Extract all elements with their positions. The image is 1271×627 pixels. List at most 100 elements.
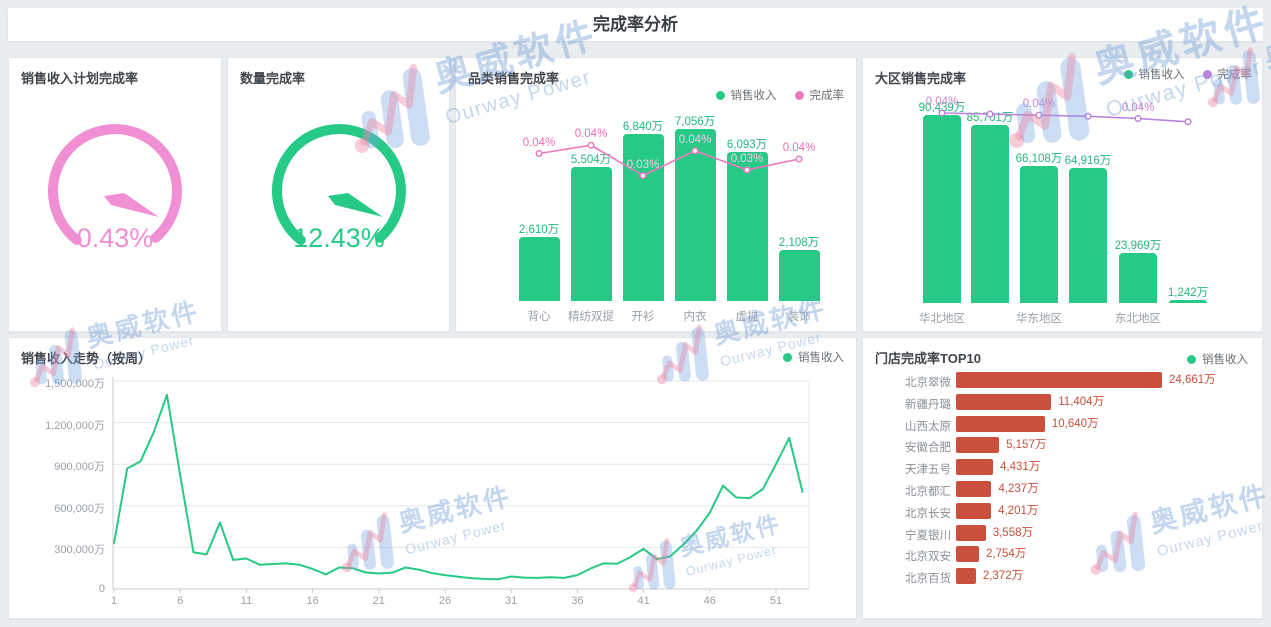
bar-value-label: 90,439万: [918, 102, 966, 114]
panel-title: 销售收入走势（按周）: [21, 351, 152, 366]
bar-东北地区[interactable]: [1119, 253, 1157, 303]
bar-value-label: 6,093万: [726, 139, 768, 152]
store-name-label: 山西太原: [905, 420, 951, 433]
y-axis-tick-label: 1,500,000万: [45, 378, 105, 390]
quantity-gauge: 12.43%: [254, 106, 424, 281]
rate-value-label: 0.04%: [925, 96, 959, 108]
x-axis-tick-label: 21: [372, 595, 385, 607]
store-bar-北京双安[interactable]: [956, 546, 979, 563]
x-axis-tick-label: 41: [637, 595, 650, 607]
bar-value-label: 5,504万: [570, 153, 612, 166]
panel-title: 品类销售完成率: [468, 71, 560, 86]
legend-item-label: 销售收入: [798, 352, 844, 364]
bar-value-label: 1,242万: [1167, 287, 1209, 300]
legend: 销售收入: [1169, 351, 1248, 367]
x-axis-label: 华东地区: [1016, 313, 1062, 325]
gauge-dial: 0.43%: [48, 124, 182, 253]
store-value-label: 24,661万: [1169, 374, 1216, 386]
rate-value-label: 0.04%: [1121, 101, 1155, 114]
legend-item-0[interactable]: 销售收入: [783, 349, 844, 365]
bar-虚提[interactable]: [726, 152, 768, 301]
store-bar-宁夏银川[interactable]: [956, 524, 986, 541]
panel-weekly-revenue-trend: 销售收入走势（按周） 销售收入 0 300,000万 600,000万 900,000…: [8, 337, 857, 619]
rate-value-label: 0.03%: [730, 153, 764, 165]
rate-value-label: 0.03%: [626, 158, 660, 171]
legend-dot-icon: [715, 90, 725, 100]
store-bar-北京百货[interactable]: [956, 568, 976, 585]
x-axis-label: 背心: [527, 311, 551, 323]
legend-item-label: 销售收入: [730, 90, 777, 102]
store-bar-天津五号[interactable]: [956, 459, 993, 476]
store-value-label: 3,558万: [992, 526, 1033, 539]
svg-text:12.43%: 12.43%: [293, 223, 385, 253]
legend-item-0[interactable]: 销售收入: [1123, 66, 1185, 82]
bar-内衣[interactable]: [674, 129, 716, 301]
x-axis-tick-label: 51: [769, 595, 783, 607]
rate-value-label: 0.04%: [678, 133, 712, 146]
legend: 销售收入 完成率: [698, 87, 845, 103]
panel-title: 门店完成率TOP10: [875, 351, 981, 366]
x-axis-label: 东北地区: [1115, 313, 1161, 325]
store-name-label: 北京长安: [905, 507, 951, 520]
store-name-label: 北京翠微: [905, 377, 951, 389]
bar-value-label: 85,701万: [966, 111, 1014, 124]
legend-dot-icon: [794, 90, 804, 100]
store-bar-北京翠微[interactable]: [956, 372, 1162, 388]
legend-item-0[interactable]: 销售收入: [715, 87, 777, 103]
panel-title: 大区销售完成率: [875, 71, 967, 86]
bar-value-label: 2,610万: [518, 224, 560, 237]
store-bar-山西太原[interactable]: [956, 415, 1045, 432]
panel-title: 销售收入计划完成率: [21, 71, 139, 86]
rate-value-label: 0.04%: [1022, 98, 1056, 111]
rate-value-label: 0.04%: [522, 136, 556, 149]
bar-背心[interactable]: [518, 237, 560, 301]
store-bar-北京都汇[interactable]: [956, 481, 992, 497]
legend-item-1[interactable]: 完成率: [1202, 66, 1252, 82]
bar-item-5[interactable]: [1169, 300, 1207, 303]
panel-title: 数量完成率: [240, 71, 306, 86]
legend-item-label: 完成率: [809, 90, 845, 102]
legend-item-label: 销售收入: [1138, 69, 1185, 81]
y-axis-tick-label: 900,000万: [54, 461, 105, 474]
store-bar-北京长安[interactable]: [956, 502, 992, 519]
y-axis-tick-label: 0: [98, 583, 105, 595]
legend-dot-icon: [1187, 354, 1196, 364]
trend-plot: [112, 377, 810, 593]
x-axis-tick-label: 11: [240, 595, 253, 607]
x-axis-tick-label: 16: [306, 595, 319, 607]
panel-category-sales-completion: 品类销售完成率 销售收入 完成率 2,610万 背心 5,504万 精纺双提 6,840万…: [455, 57, 857, 332]
x-axis-label: 精纺双提: [568, 311, 614, 323]
rate-value-label: 0.04%: [574, 128, 608, 141]
x-axis-tick-label: 26: [438, 595, 452, 607]
legend-item-1[interactable]: 完成率: [794, 87, 845, 103]
x-axis-tick-label: 31: [505, 595, 518, 607]
store-name-label: 北京都汇: [905, 486, 951, 498]
bar-value-label: 7,056万: [674, 116, 716, 128]
bar-value-label: 6,840万: [622, 121, 664, 134]
legend-dot-icon: [783, 352, 792, 362]
bar-华东地区[interactable]: [1020, 165, 1058, 303]
store-bar-安徽合肥[interactable]: [956, 437, 1000, 454]
bar-装饰[interactable]: [778, 249, 820, 301]
x-axis-tick-label: 1: [110, 595, 118, 607]
store-name-label: 宁夏银川: [905, 529, 951, 542]
store-value-label: 2,754万: [986, 548, 1027, 561]
page-title: 完成率分析: [593, 15, 678, 34]
bar-item-3[interactable]: [1069, 168, 1107, 303]
bar-精纺双提[interactable]: [570, 166, 612, 301]
store-name-label: 天津五号: [905, 464, 951, 477]
x-axis-label: 内衣: [683, 311, 707, 323]
store-bar-新疆丹璐[interactable]: [956, 393, 1052, 410]
store-name-label: 北京百货: [905, 573, 951, 586]
bar-value-label: 23,969万: [1114, 240, 1162, 253]
store-value-label: 10,640万: [1051, 417, 1099, 430]
legend-dot-icon: [1123, 69, 1133, 79]
legend-item-0[interactable]: 销售收入: [1187, 351, 1248, 367]
y-axis-tick-label: 1,200,000万: [45, 419, 105, 432]
bar-item-1[interactable]: [971, 124, 1009, 303]
panel-region-sales-completion: 大区销售完成率 销售收入 完成率 90,439万 华北地区 85,701万 66,108…: [862, 57, 1263, 332]
bar-华北地区[interactable]: [923, 115, 961, 303]
x-axis-label: 开衫: [631, 311, 655, 323]
y-axis-tick-label: 600,000万: [54, 502, 105, 515]
x-axis-tick-label: 36: [571, 595, 584, 607]
